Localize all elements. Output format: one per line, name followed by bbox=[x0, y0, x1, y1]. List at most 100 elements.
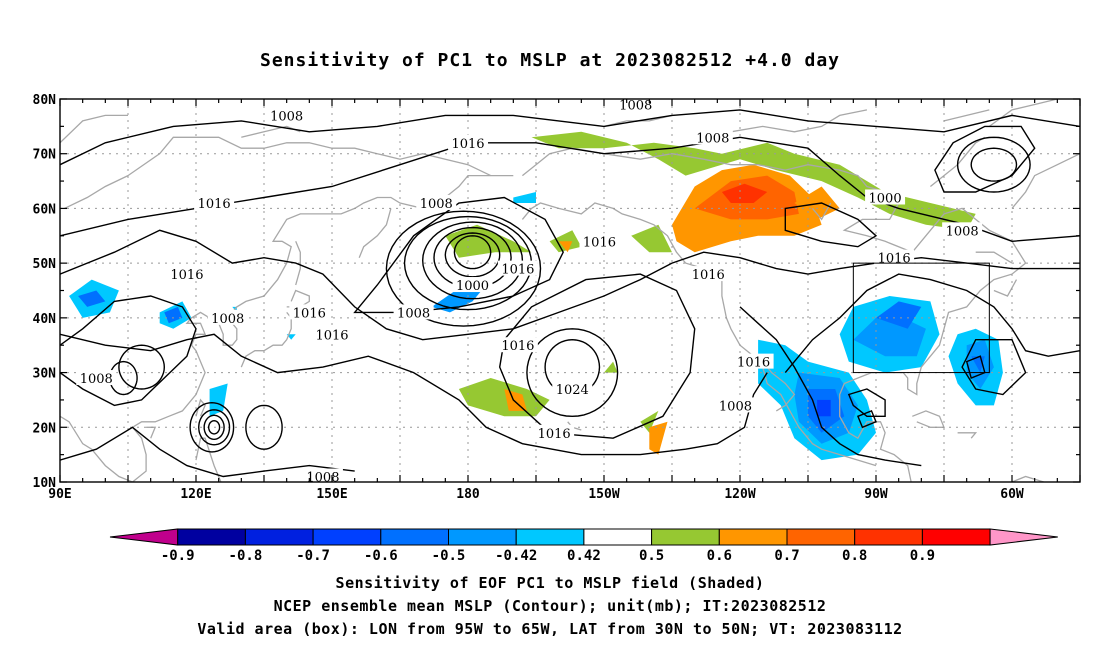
lat-label: 70N bbox=[33, 148, 57, 163]
mslp-contour bbox=[444, 232, 501, 278]
mslp-contour bbox=[60, 295, 197, 407]
mslp-contour bbox=[60, 333, 768, 456]
coastline bbox=[60, 114, 128, 144]
contour-label-bg bbox=[874, 249, 915, 265]
contour-label: 1008 bbox=[719, 399, 752, 414]
mslp-contour bbox=[245, 404, 283, 450]
mslp-contour bbox=[847, 388, 886, 417]
lat-label: 60N bbox=[33, 202, 57, 217]
coastline bbox=[811, 202, 832, 221]
contour-label-bg bbox=[76, 370, 117, 386]
contour-label-bg bbox=[393, 304, 434, 320]
lat-label: 20N bbox=[33, 421, 57, 436]
contour-label: 1016 bbox=[315, 328, 348, 343]
contour-label: 1016 bbox=[878, 252, 911, 267]
sensitivity-patch bbox=[604, 361, 618, 373]
coastline bbox=[60, 174, 514, 482]
contour-labels: 1008 1008 1008 1000 1008 1016 1016 1008 1016 1008… bbox=[76, 96, 983, 486]
sensitivity-patch bbox=[721, 183, 768, 203]
contour-label: 1024 bbox=[556, 383, 589, 398]
axis-ticks bbox=[59, 98, 1081, 483]
coastline bbox=[1011, 153, 1080, 209]
lon-label: 180 bbox=[456, 487, 480, 502]
caption-shading: Sensitivity of EOF PC1 to MSLP field (Sh… bbox=[335, 574, 765, 592]
mslp-contour bbox=[526, 328, 619, 418]
lon-label: 150E bbox=[316, 487, 347, 502]
longitude-labels: 90E 120E 150E 180 150W 120W 90W 60W bbox=[48, 487, 1024, 502]
coastline bbox=[521, 202, 877, 467]
coastline bbox=[83, 509, 119, 531]
coastline bbox=[195, 437, 222, 482]
coastline bbox=[240, 311, 292, 368]
contour-label: 1008 bbox=[211, 312, 244, 327]
contour-label-bg bbox=[733, 353, 774, 369]
caption-contour: NCEP ensemble mean MSLP (Contour); unit(… bbox=[273, 597, 827, 615]
contour-label: 1008 bbox=[420, 197, 453, 212]
lat-label: 40N bbox=[33, 312, 57, 327]
contour-label-bg bbox=[692, 129, 733, 145]
contour-label: 1008 bbox=[270, 109, 303, 124]
contour-label: 1016 bbox=[501, 339, 534, 354]
lat-label: 50N bbox=[33, 257, 57, 272]
mslp-contour bbox=[197, 409, 231, 446]
contour-label-bg bbox=[579, 233, 620, 249]
contour-label-bg bbox=[715, 397, 756, 413]
coastline bbox=[64, 136, 491, 209]
sensitivity-patch bbox=[504, 389, 527, 411]
sensitivity-patch bbox=[649, 421, 668, 455]
latitude-labels: 80N 70N 60N 50N 40N 30N 20N 10N bbox=[33, 93, 57, 491]
lat-label: 80N bbox=[33, 93, 57, 108]
contour-label: 1000 bbox=[456, 279, 489, 294]
contour-label: 1016 bbox=[692, 268, 725, 283]
mslp-contour bbox=[421, 221, 524, 300]
contour-label: 1016 bbox=[737, 356, 770, 371]
contour-label: 1000 bbox=[869, 191, 902, 206]
coastline bbox=[912, 410, 945, 428]
caption-valid-area: Valid area (box): LON from 95W to 65W, L… bbox=[197, 620, 903, 638]
contour-label: 1016 bbox=[451, 137, 484, 152]
mslp-contour bbox=[784, 202, 878, 248]
contour-label-bg bbox=[942, 222, 983, 238]
contour-label-bg bbox=[416, 194, 457, 210]
contour-label-bg bbox=[497, 337, 538, 353]
coastline bbox=[1011, 475, 1044, 482]
lon-label: 120E bbox=[180, 487, 211, 502]
contour-label: 1016 bbox=[170, 268, 203, 283]
contour-label-bg bbox=[312, 326, 352, 342]
contour-label: 1008 bbox=[80, 372, 113, 387]
mslp-contour bbox=[208, 419, 221, 435]
lat-label: 10N bbox=[33, 476, 57, 491]
mslp-contour bbox=[784, 273, 1080, 374]
mslp-contour bbox=[203, 414, 225, 441]
sensitivity-patch bbox=[817, 399, 831, 417]
contour-label: 1008 bbox=[696, 131, 729, 146]
sensitivity-patch bbox=[531, 131, 976, 231]
coastline bbox=[993, 279, 1018, 297]
contour-label-bg bbox=[615, 96, 656, 112]
map-title: Sensitivity of PC1 to MSLP at 2023082512… bbox=[259, 50, 840, 71]
contour-label-bg bbox=[166, 266, 207, 282]
contour-label-bg bbox=[289, 304, 330, 320]
contour-label-bg bbox=[452, 277, 493, 293]
contour-label-bg bbox=[688, 266, 729, 282]
contour-label-bg bbox=[266, 107, 307, 123]
coastline bbox=[943, 109, 990, 122]
mslp-contour bbox=[189, 401, 235, 453]
coastline bbox=[218, 322, 238, 346]
mslp-contour bbox=[118, 344, 166, 390]
sensitivity-patch bbox=[209, 383, 228, 417]
mslp-contour bbox=[856, 409, 877, 429]
mslp-contour bbox=[739, 306, 922, 467]
lon-label: 60W bbox=[1000, 487, 1024, 502]
mslp-contour bbox=[60, 229, 1080, 341]
mslp-contour bbox=[60, 136, 1080, 243]
contour-label: 1016 bbox=[501, 263, 534, 278]
mslp-contour bbox=[453, 235, 492, 270]
contour-label-bg bbox=[194, 194, 235, 210]
contour-label: 1008 bbox=[619, 98, 652, 113]
mslp-contour bbox=[60, 426, 355, 478]
coastline bbox=[762, 361, 796, 412]
valid-area-box bbox=[852, 262, 990, 374]
lat-label: 30N bbox=[33, 367, 57, 382]
